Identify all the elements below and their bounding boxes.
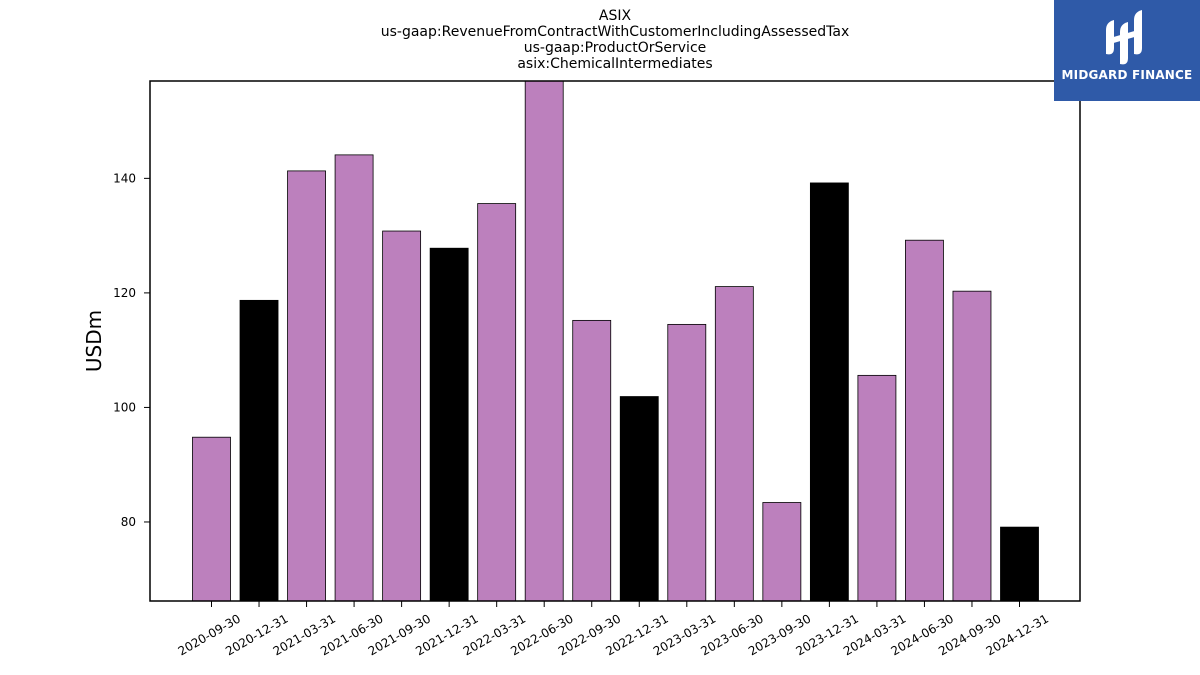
y-axis-label: USDm [82,310,106,372]
bar-2022-09-30 [572,319,612,602]
logo-mark-icon [1106,10,1142,65]
bar-2022-06-30 [524,80,564,602]
y-tick-label: 80 [121,515,136,529]
plot-frame [149,80,1081,602]
bar-2024-03-31 [857,374,897,602]
bar-2023-09-30 [762,502,802,602]
chart-title: ASIX us-gaap:RevenueFromContractWithCust… [381,8,850,72]
bar-2022-12-31 [619,396,659,602]
logo-text: MIDGARD FINANCE [1061,68,1193,82]
y-tick-label: 100 [113,400,136,414]
chart-title-line-2: us-gaap:RevenueFromContractWithCustomerI… [381,24,850,40]
bar-2023-06-30 [714,286,754,602]
y-tick-label: 120 [113,286,136,300]
bar-2020-09-30 [192,436,231,602]
bar-2021-12-31 [429,247,469,602]
bar-2024-06-30 [905,239,944,602]
x-axis: 2020-09-302020-12-312021-03-312021-06-30… [176,601,1051,658]
bar-2021-06-30 [334,154,374,602]
bar-2024-12-31 [1000,526,1039,602]
bar-2023-12-31 [809,182,849,602]
chart-title-line-3: us-gaap:ProductOrService [524,40,707,56]
bars [192,80,1039,602]
bar-2021-09-30 [382,230,422,602]
y-axis: 80 100 120 140 [113,171,150,529]
bar-2024-09-30 [952,290,992,602]
chart-title-line-1: ASIX [599,8,632,24]
chart-title-line-4: asix:ChemicalIntermediates [517,56,712,72]
bar-2021-03-31 [287,170,326,602]
bar-2022-03-31 [477,203,517,602]
midgard-finance-logo: MIDGARD FINANCE [1054,0,1200,101]
bar-2023-03-31 [667,323,707,602]
bar-2020-12-31 [239,299,279,602]
y-tick-label: 140 [113,171,136,185]
